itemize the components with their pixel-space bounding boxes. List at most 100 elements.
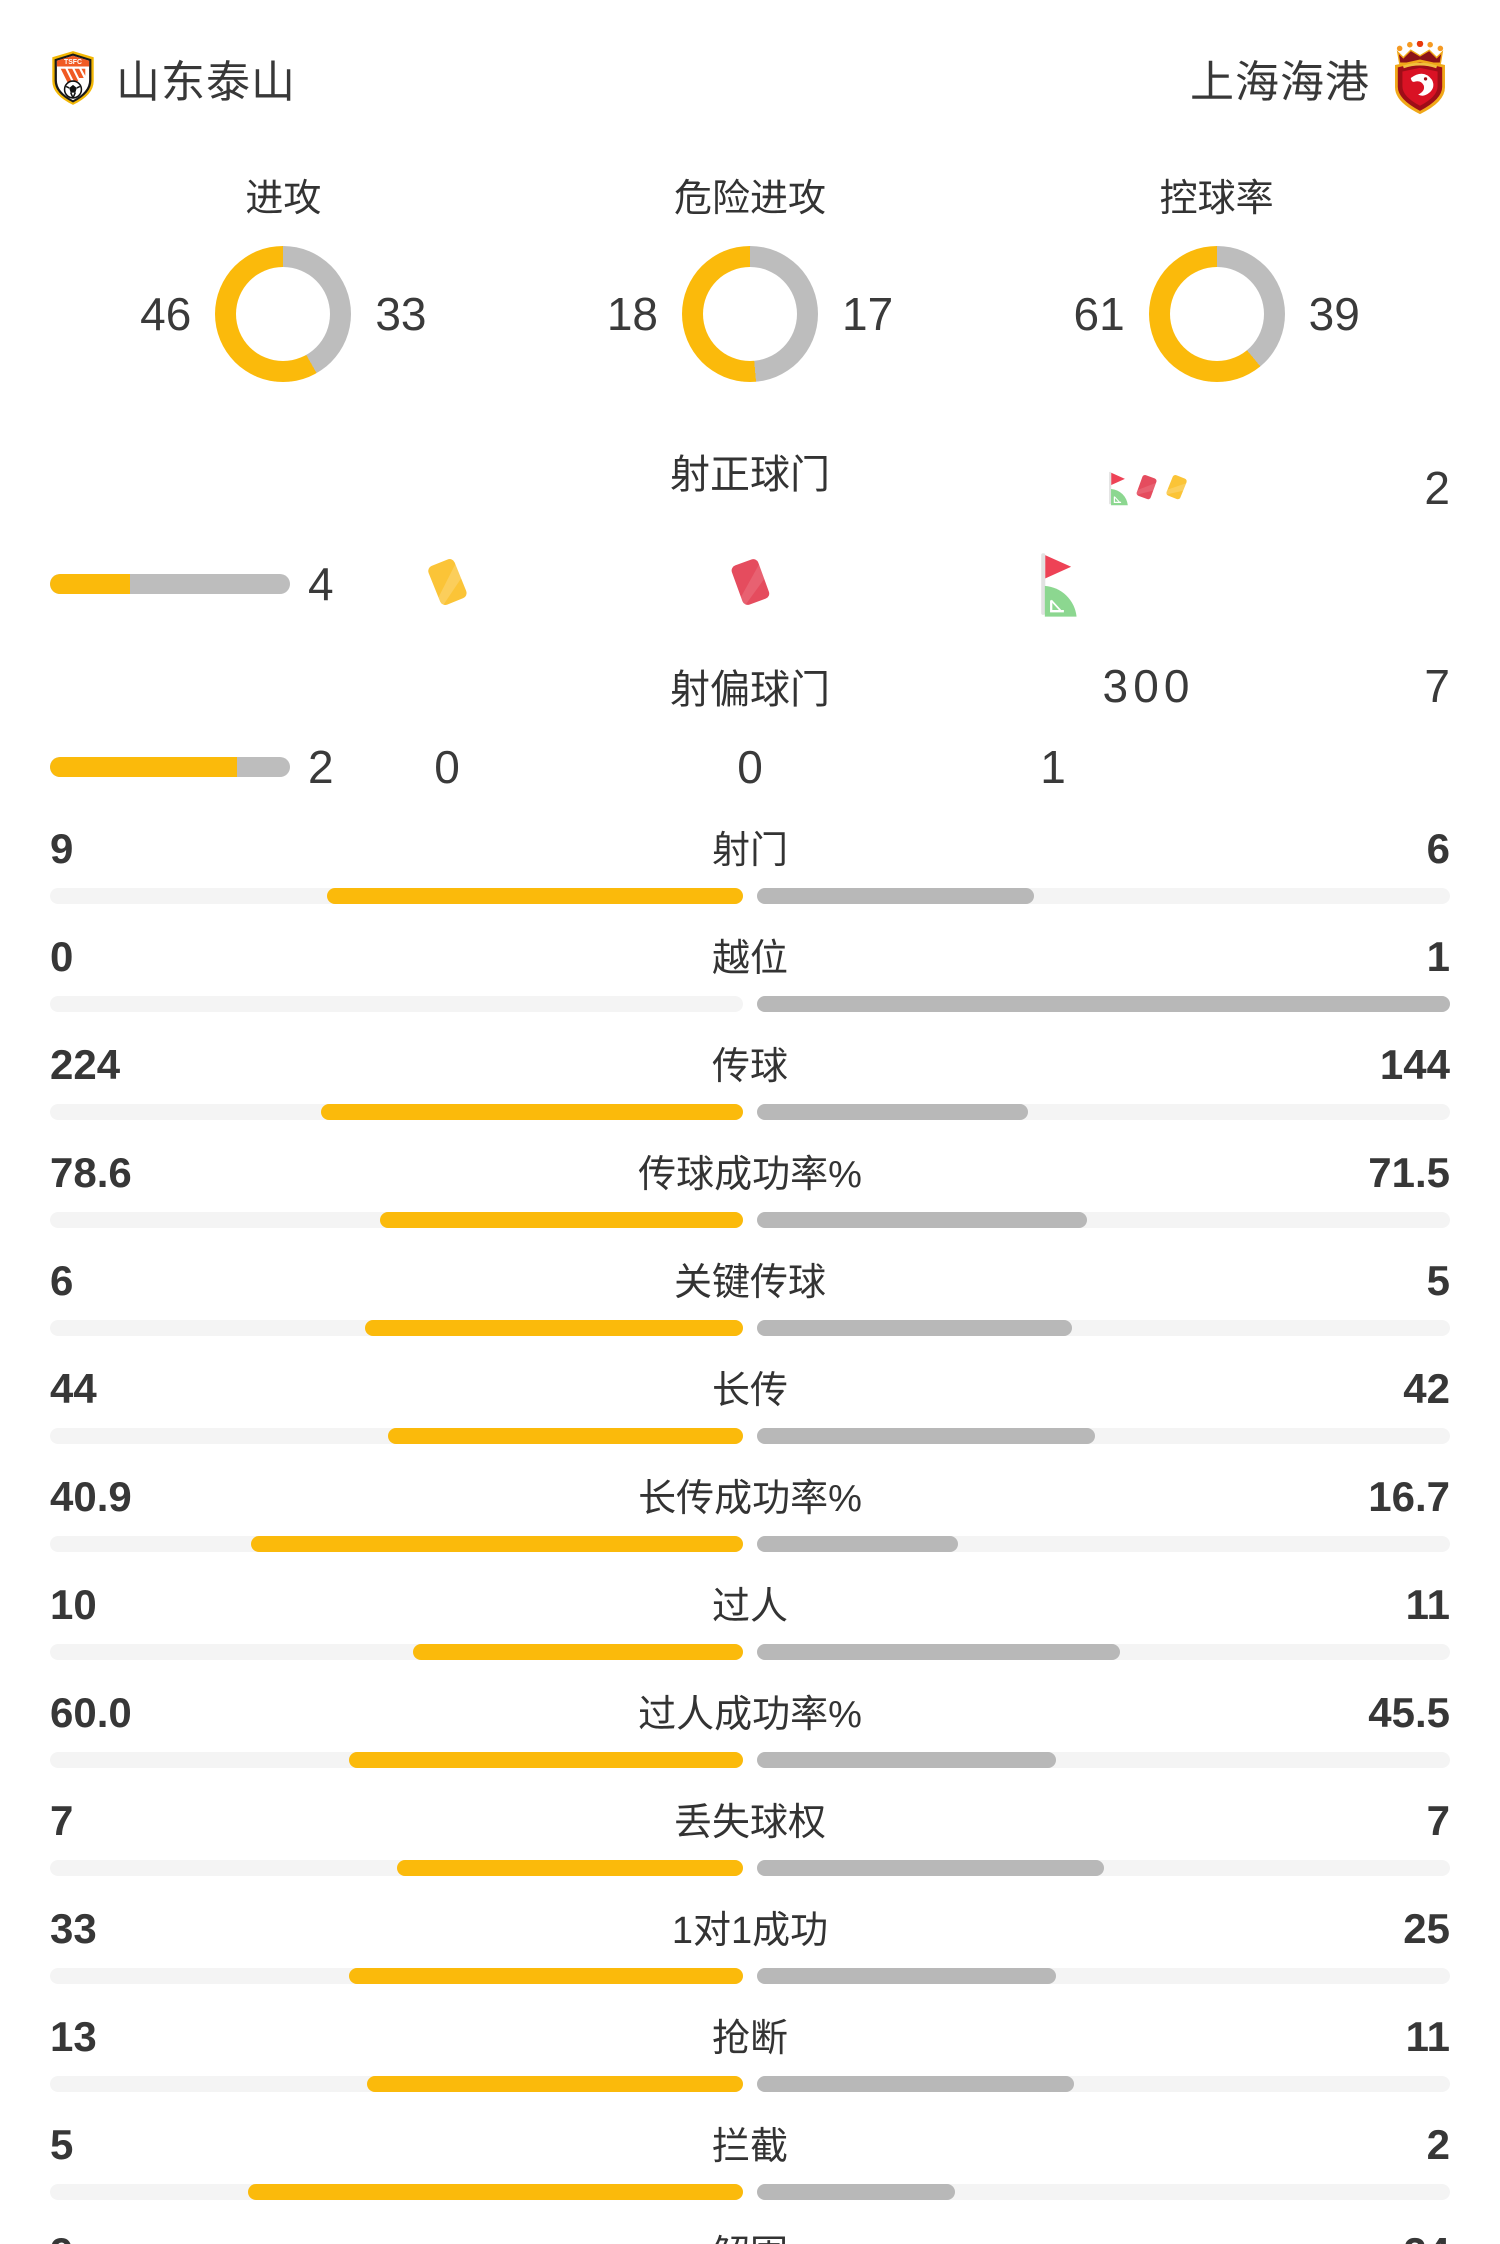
stat-bar-track-home [50,1536,743,1552]
stat-away-value: 45.5 [1368,1689,1450,1736]
stat-row: 60.0 过人成功率% 45.5 [50,1688,1450,1768]
stat-bar-track-away [757,1860,1450,1876]
stat-bar-track-home [50,1428,743,1444]
stat-bar-track-away [757,888,1450,904]
crest-text: TSFC [64,59,82,66]
possession-donut-chart [1148,246,1285,382]
stat-bar-track-home [50,1644,743,1660]
stat-home-value: 0 [50,933,74,980]
stat-bar-fill-home [379,1212,743,1228]
stat-home-value: 78.6 [50,1149,132,1196]
stat-bar-fill-home [348,1752,743,1768]
yellow-card-icon [426,557,469,607]
stat-bar [50,1212,1450,1228]
home-corners-count: 3 [1102,660,1129,712]
stat-bar-track-away [757,2184,1450,2200]
away-corners-count: 1 [1040,741,1066,793]
stat-label: 传球成功率% [638,1154,862,1196]
stat-bar [50,1644,1450,1660]
stat-bar-fill-home [413,1644,743,1660]
stat-bar-track-away [757,996,1450,1012]
stat-bar-fill-away [757,1860,1104,1876]
stat-bar-track-home [50,996,743,1012]
stat-home-value: 9 [50,2228,400,2244]
red-card-icon [730,557,771,607]
donut-away-value: 17 [842,288,894,340]
donut-possession: 控球率 61 39 [983,176,1450,382]
shanghai-port-crest-icon [1395,41,1445,115]
stat-home-value: 6 [50,1257,74,1304]
stat-bar [50,1860,1450,1876]
stat-home-value: 7 [50,1797,74,1844]
stat-home-value: 40.9 [50,1473,132,1520]
stat-bar-track-away [757,1536,1450,1552]
stat-away-value: 24 [1100,2228,1450,2244]
stat-home-value: 44 [50,1365,97,1412]
shots-off-target-home-value: 7 [1424,660,1450,712]
stat-bar-track-home [50,1752,743,1768]
stat-bar [50,1320,1450,1336]
stat-bar-fill-home [248,2184,743,2200]
stat-away-value: 6 [1426,825,1450,872]
corner-flag-icon [1108,471,1129,506]
donut-away-value: 39 [1308,288,1360,340]
stat-home-value: 5 [50,2121,74,2168]
stat-label: 1对1成功 [671,1910,829,1952]
stat-bar-fill-home [388,1428,743,1444]
shots-off-target-away-value: 2 [308,741,334,793]
home-team: TSFC 山东泰山 [50,46,296,110]
stat-away-value: 42 [1403,1365,1450,1412]
donut-label: 危险进攻 [674,178,827,220]
donut-home-value: 46 [140,288,192,340]
donut-dangerous-attack: 危险进攻 18 17 [517,176,984,382]
away-discipline-icons [418,536,1082,632]
stat-bar-fill-away [757,1536,958,1552]
stat-bar-track-home [50,2076,743,2092]
stat-away-value: 71.5 [1368,1149,1450,1196]
shots-off-target-bar [50,757,290,777]
stat-bar-fill-home [396,1860,743,1876]
stat-bar-track-home [50,1860,743,1876]
stat-bar [50,1968,1450,1984]
donut-home-value: 61 [1073,288,1125,340]
stat-bar-track-away [757,1212,1450,1228]
away-yellow-cards-count: 0 [434,741,460,793]
stat-row: 10 过人 11 [50,1580,1450,1660]
away-team: 上海海港 [1190,41,1450,115]
stat-bar-fill-away [757,1752,1056,1768]
stat-home-value: 224 [50,1041,121,1088]
stat-home-value: 13 [50,2013,97,2060]
shots-on-target-away-value: 4 [308,558,334,610]
stat-bar-track-home [50,1968,743,1984]
stat-bar-track-away [757,1104,1450,1120]
shots-on-target-home-value: 2 [1424,462,1450,514]
stat-row: 78.6 传球成功率% 71.5 [50,1148,1450,1228]
stat-bar-track-away [757,1644,1450,1660]
stat-bar-track-home [50,888,743,904]
stat-bar-fill-away [757,1644,1121,1660]
stat-bar-track-home [50,1104,743,1120]
stat-home-value: 9 [50,825,74,872]
home-discipline-icons [1100,440,1192,536]
stat-label: 过人 [711,1586,788,1628]
stat-bar-track-away [757,2076,1450,2092]
away-discipline-counts: 0 0 1 [418,740,1082,794]
overview-donuts: 进攻 46 33 危险进攻 18 17 控球率 61 39 [50,176,1450,382]
stat-label: 射门 [711,830,788,872]
stat-bar [50,888,1450,904]
stat-bar-fill-home [367,2076,743,2092]
stat-away-value: 25 [1403,1905,1450,1952]
shots-on-target-title: 射正球门 [670,453,830,497]
donut-label: 进攻 [245,178,322,220]
stat-bar-fill-home [250,1536,743,1552]
stat-label: 关键传球 [673,1262,826,1304]
stat-bar-fill-away [757,1968,1056,1984]
stat-bar-track-away [757,1752,1450,1768]
stats-list: 9 射门 6 0 越位 1 224 传球 [50,824,1450,2244]
home-team-name: 山东泰山 [116,58,296,107]
stat-label: 丢失球权 [673,1802,826,1844]
stat-label: 过人成功率% [638,1694,862,1736]
stat-bar-fill-home [365,1320,743,1336]
stat-away-value: 11 [1405,2013,1450,2060]
stat-row: 44 长传 42 [50,1364,1450,1444]
